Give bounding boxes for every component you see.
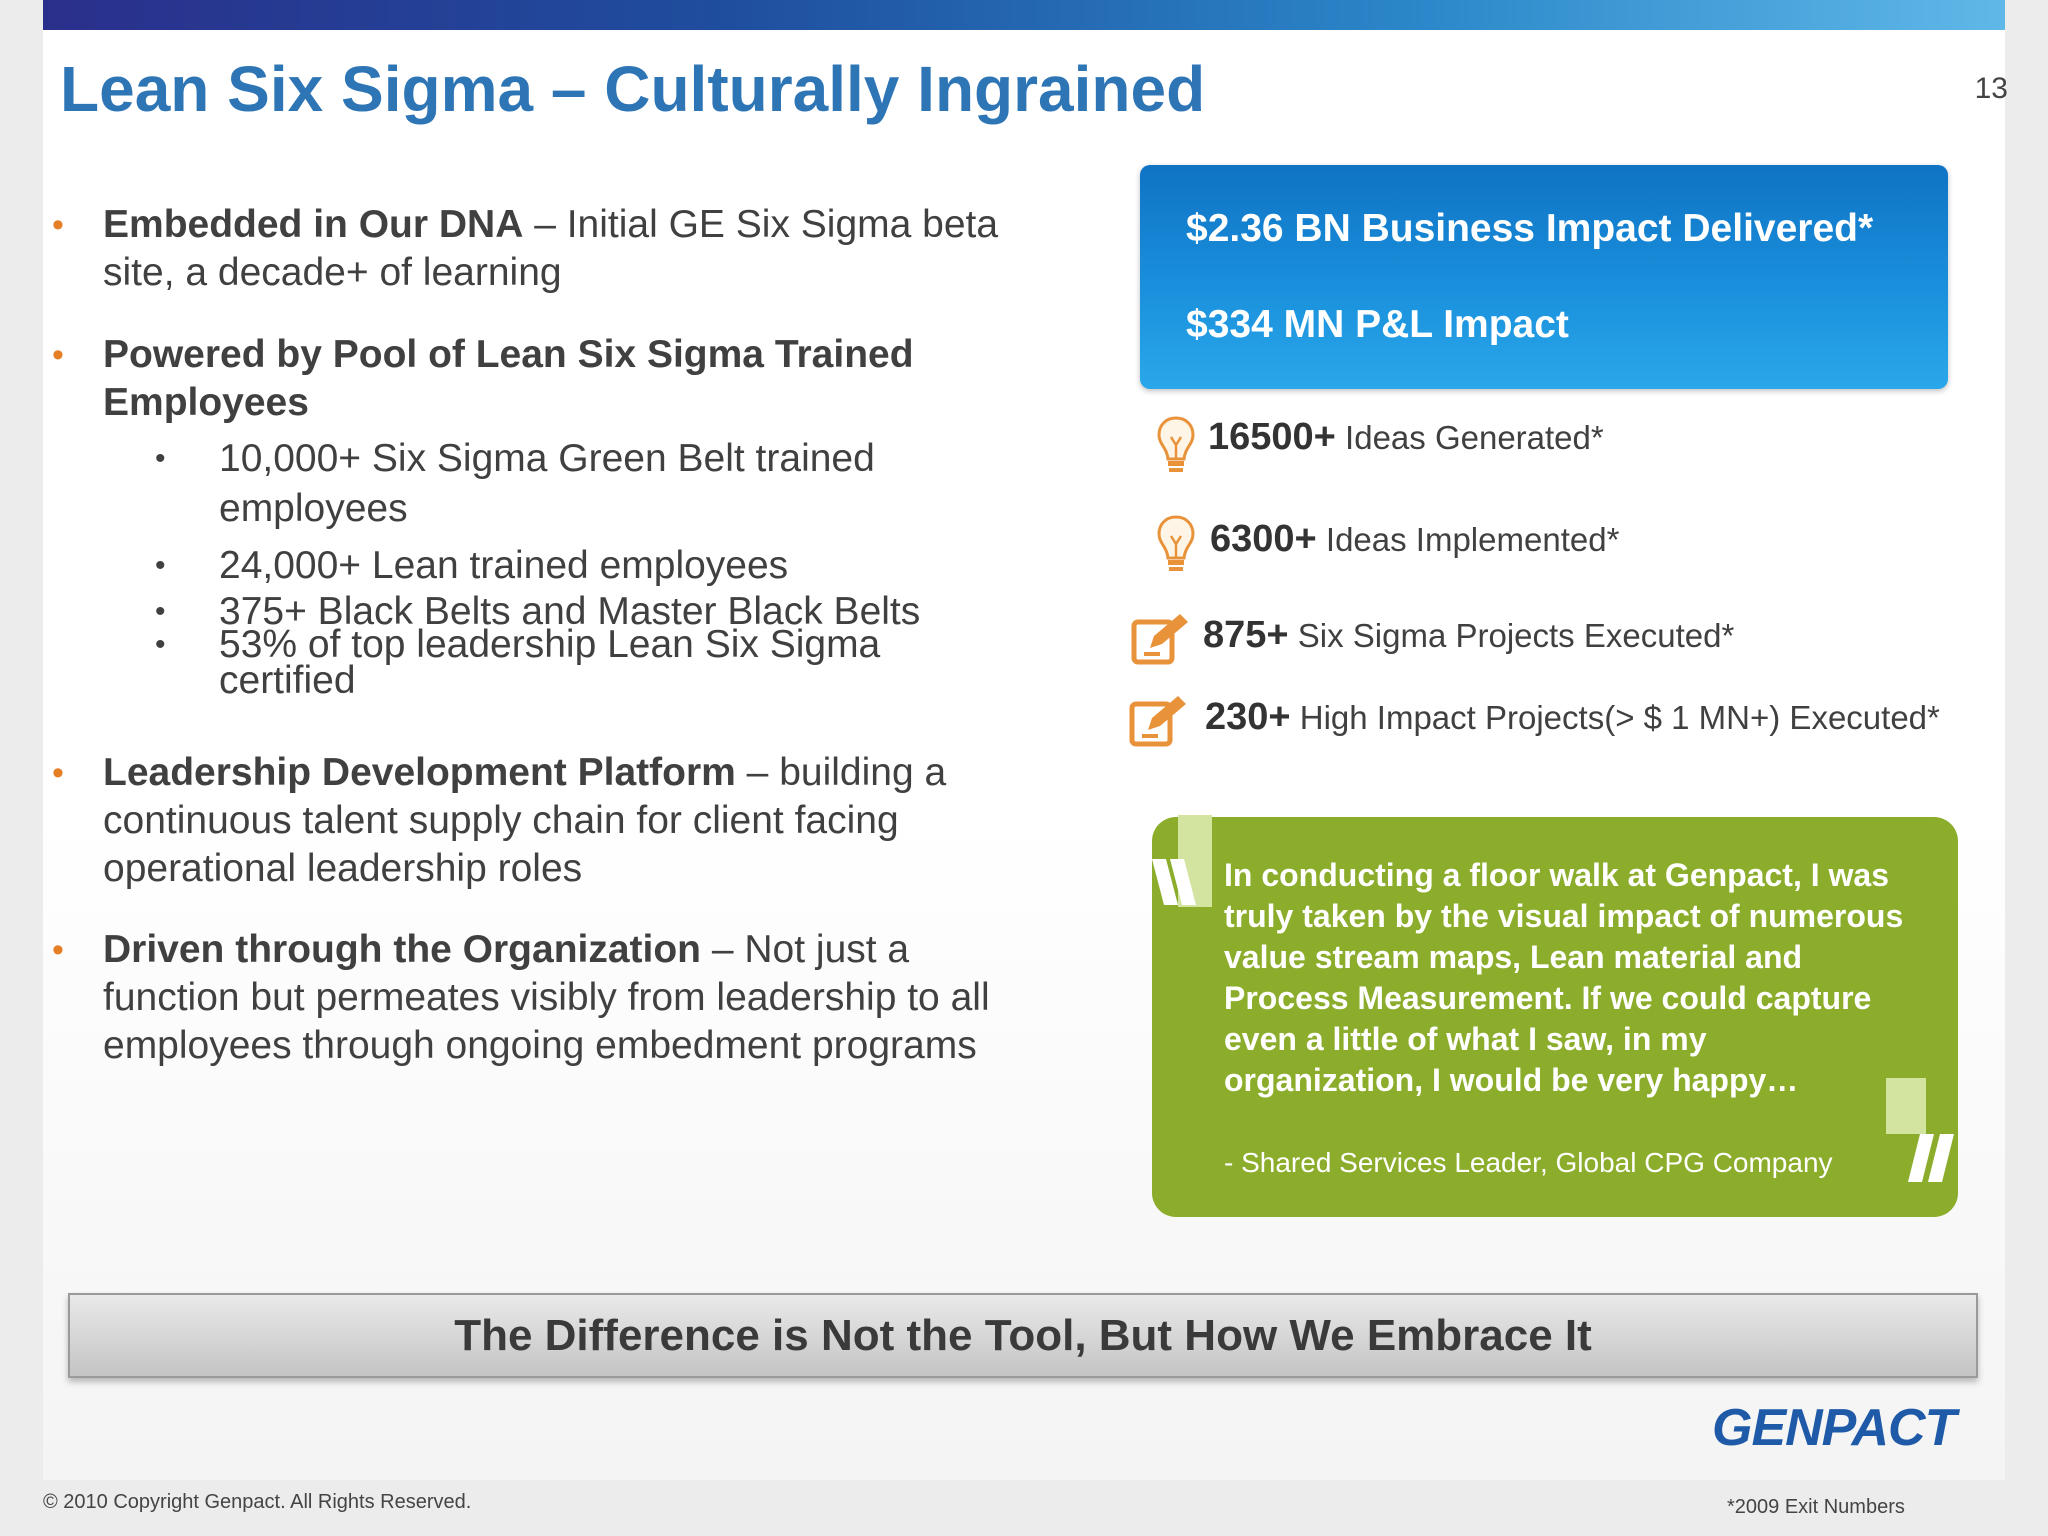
stat-ideas-generated: 16500+ Ideas Generated* bbox=[1208, 416, 1604, 458]
lightbulb-icon bbox=[1157, 515, 1195, 571]
genpact-logo: GENPACT bbox=[1712, 1399, 1956, 1457]
tagline-text: The Difference is Not the Tool, But How … bbox=[454, 1310, 1592, 1360]
open-quote-icon bbox=[1152, 815, 1212, 907]
business-impact-text: $2.36 BN Business Impact Delivered* bbox=[1186, 207, 1874, 250]
bullet-leadership-platform: • Leadership Development Platform – buil… bbox=[52, 749, 1032, 893]
close-quote-icon bbox=[1886, 1078, 1954, 1182]
bullet-embedded-dna: • Embedded in Our DNA – Initial GE Six S… bbox=[52, 201, 1032, 297]
bullet-dot: • bbox=[52, 754, 64, 792]
page-number: 13 bbox=[1974, 72, 2008, 105]
edit-icon bbox=[1129, 696, 1186, 747]
testimonial-box: In conducting a floor walk at Genpact, I… bbox=[1152, 817, 1958, 1217]
bullet-body: – Not just a function but permeates visi… bbox=[103, 928, 990, 1067]
copyright-text: © 2010 Copyright Genpact. All Rights Res… bbox=[43, 1491, 472, 1513]
edit-icon bbox=[1131, 614, 1188, 665]
bullet-dot: • bbox=[52, 336, 64, 374]
stat-ideas-implemented: 6300+ Ideas Implemented* bbox=[1210, 518, 1620, 560]
testimonial-quote: In conducting a floor walk at Genpact, I… bbox=[1224, 857, 1904, 1098]
bullet-body: – Initial GE Six Sigma beta site, a deca… bbox=[103, 203, 999, 294]
bullet-heading: Powered by Pool of Lean Six Sigma Traine… bbox=[103, 333, 914, 424]
bullet-dot: • bbox=[52, 206, 64, 244]
header-gradient-bar bbox=[43, 0, 2005, 30]
tagline-banner: The Difference is Not the Tool, But How … bbox=[68, 1293, 1978, 1378]
lightbulb-icon bbox=[1157, 416, 1195, 472]
bullet-driven-organization: • Driven through the Organization – Not … bbox=[52, 926, 1032, 1070]
bullet-heading: Leadership Development Platform bbox=[103, 751, 736, 794]
bullet-body: – building a continuous talent supply ch… bbox=[103, 751, 947, 890]
pl-impact-text: $334 MN P&L Impact bbox=[1186, 303, 1569, 346]
testimonial-author: - Shared Services Leader, Global CPG Com… bbox=[1224, 1147, 1833, 1178]
sub-bullet-green-belt: • 10,000+ Six Sigma Green Belt trained e… bbox=[155, 437, 875, 530]
sub-bullet-black-belts: • 375+ Black Belts and Master Black Belt… bbox=[155, 590, 921, 633]
footnote-text: *2009 Exit Numbers bbox=[1727, 1496, 1905, 1518]
stat-projects-executed: 875+ Six Sigma Projects Executed* bbox=[1203, 614, 1735, 656]
bullet-trained-pool: • Powered by Pool of Lean Six Sigma Trai… bbox=[52, 331, 1032, 427]
bullet-heading: Driven through the Organization bbox=[103, 928, 702, 971]
bullet-heading: Embedded in Our DNA bbox=[103, 203, 524, 246]
sub-bullet-lean-trained: • 24,000+ Lean trained employees bbox=[155, 544, 789, 587]
stat-high-impact-projects: 230+ High Impact Projects(> $ 1 MN+) Exe… bbox=[1205, 696, 1940, 738]
page-title: Lean Six Sigma – Culturally Ingrained bbox=[60, 53, 1206, 125]
impact-summary-box: $2.36 BN Business Impact Delivered* $334… bbox=[1140, 165, 1948, 389]
sub-bullet-leadership-certified: • 53% of top leadership Lean Six Sigma c… bbox=[155, 623, 881, 702]
bullet-dot: • bbox=[52, 931, 64, 969]
